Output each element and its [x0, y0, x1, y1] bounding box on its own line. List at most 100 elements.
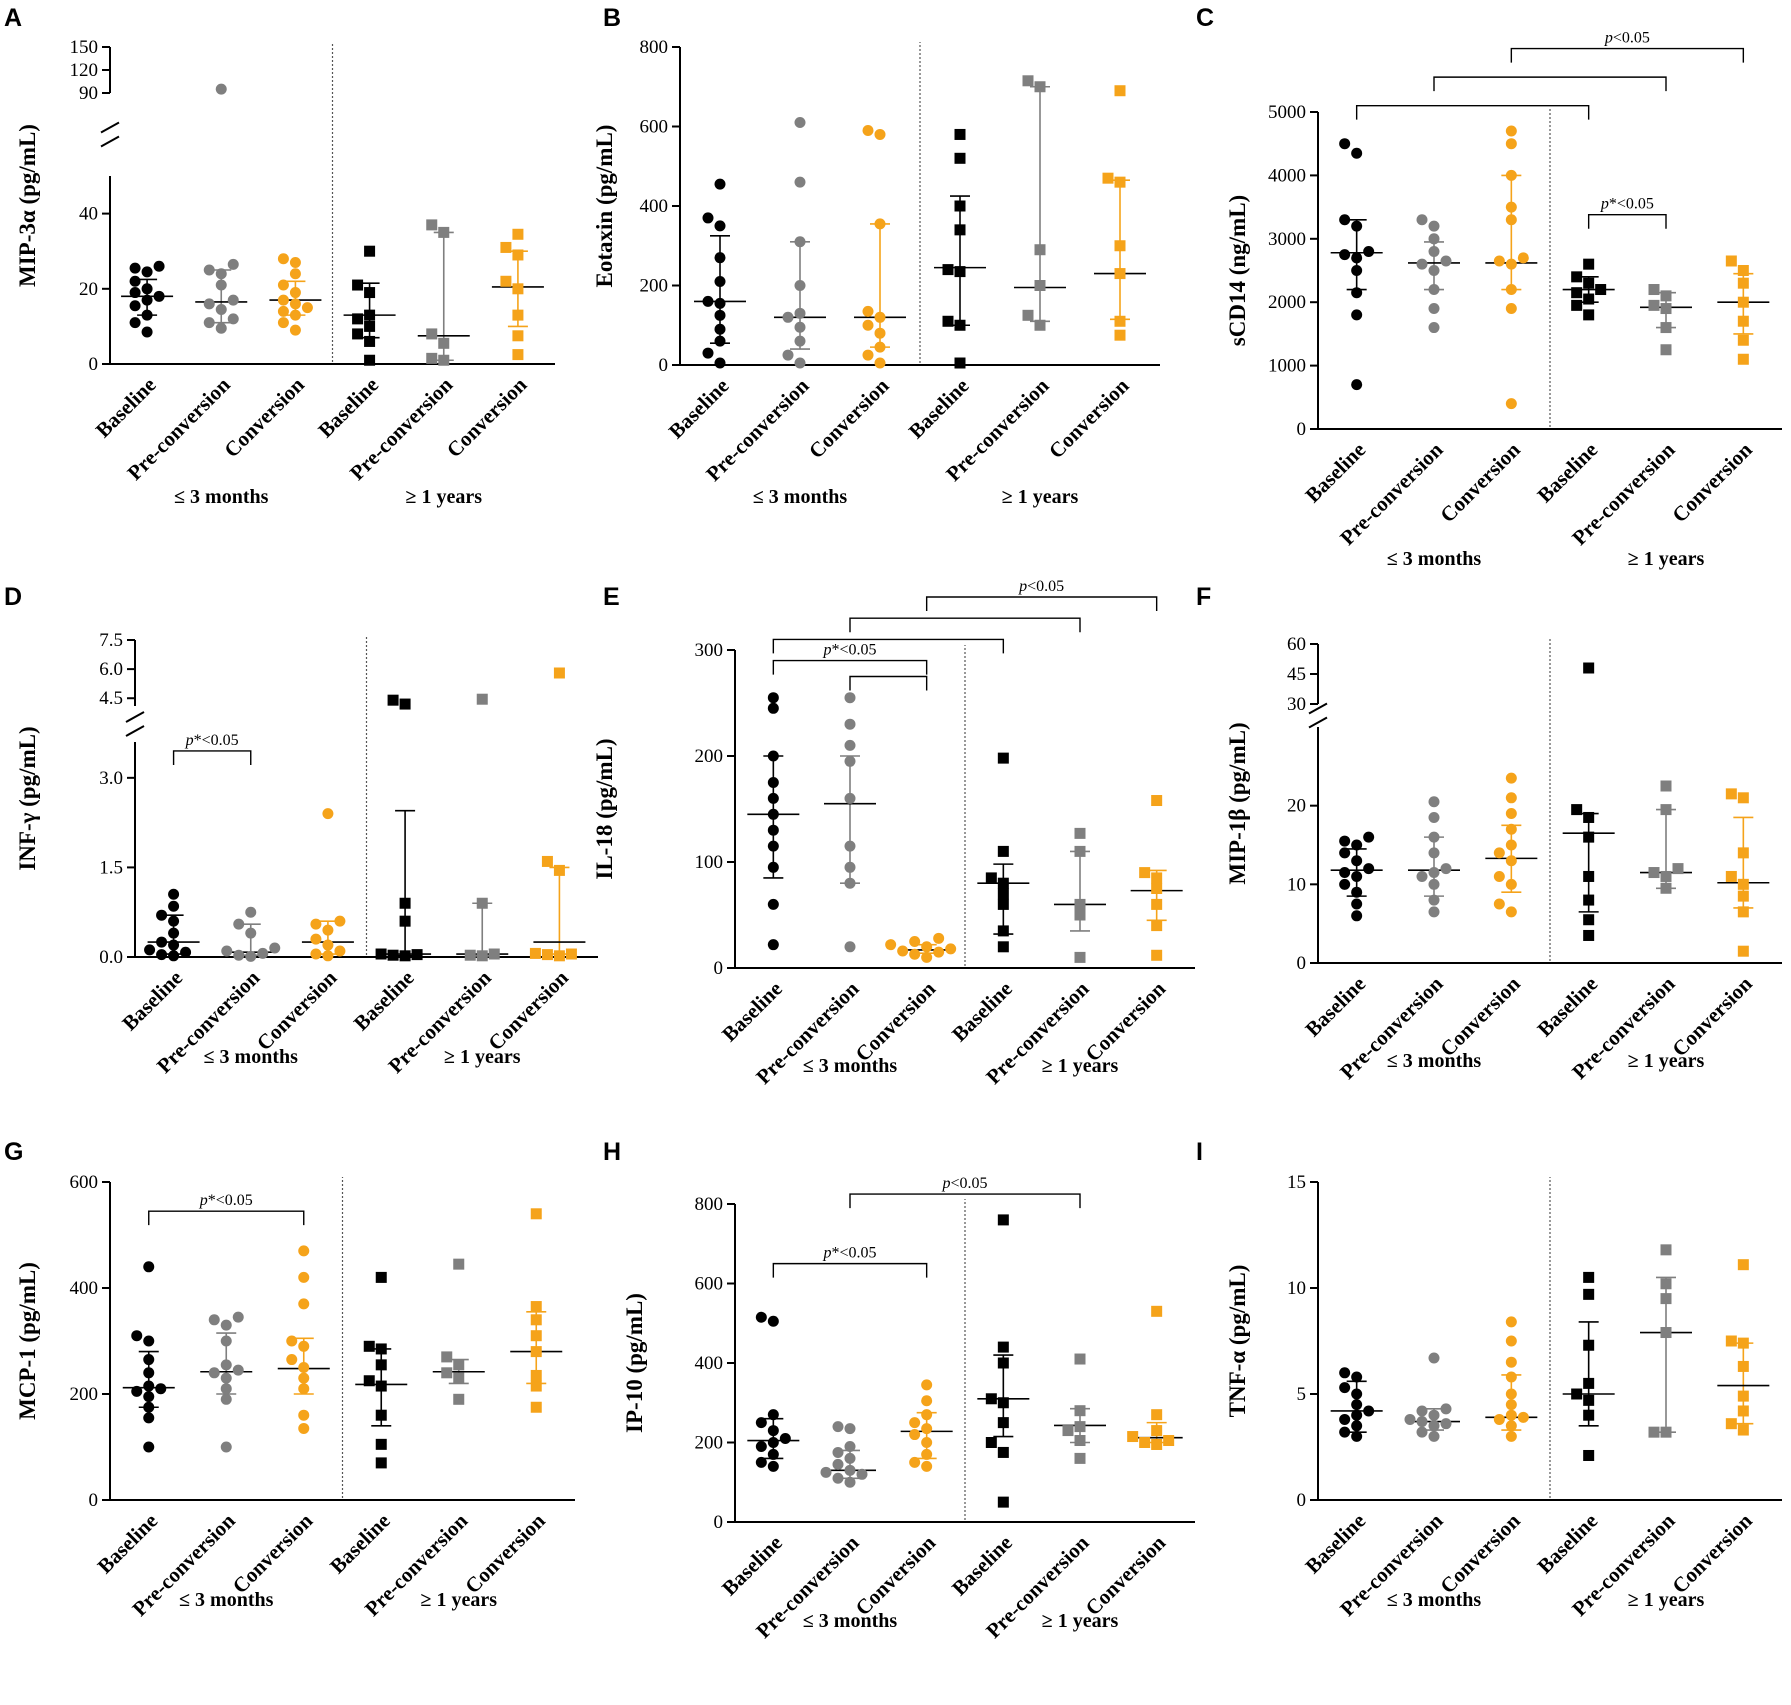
- data-point: [1428, 811, 1440, 823]
- data-point: [1363, 863, 1375, 875]
- data-point: [1151, 1305, 1163, 1317]
- data-point: [277, 294, 289, 306]
- data-point: [1725, 255, 1737, 267]
- significance-label: p<0.05: [941, 1175, 987, 1192]
- data-point: [1660, 882, 1672, 894]
- data-point: [1074, 845, 1086, 857]
- p-symbol: p: [1600, 196, 1609, 213]
- data-point: [1505, 398, 1517, 410]
- panel-letter: H: [603, 1138, 621, 1166]
- y-axis-label: sCD14 (ng/mL): [1225, 195, 1250, 346]
- data-point: [1151, 883, 1163, 894]
- data-point: [1583, 1394, 1595, 1406]
- axis-break-mark: [100, 135, 120, 148]
- data-point: [832, 1458, 844, 1470]
- data-point: [1725, 1335, 1737, 1347]
- y-tick-label: 600: [70, 1172, 99, 1193]
- data-point: [215, 322, 227, 334]
- x-category-label: Conversion: [851, 976, 941, 1066]
- group-label: ≥ 1 years: [1042, 1610, 1119, 1632]
- data-point: [1416, 870, 1428, 882]
- data-point: [1505, 792, 1517, 804]
- data-point: [232, 1311, 244, 1323]
- data-point: [997, 898, 1009, 910]
- data-point: [1351, 898, 1363, 910]
- axes: 0 200 400 600 800: [640, 37, 1160, 376]
- data-point: [141, 294, 153, 306]
- data-point: [322, 950, 334, 962]
- data-point: [933, 932, 945, 944]
- series-2: [269, 253, 322, 336]
- data-point: [1660, 1426, 1672, 1438]
- data-point: [1339, 1382, 1351, 1394]
- data-point: [1505, 258, 1517, 270]
- data-point: [233, 918, 245, 930]
- axis-break-mark: [1308, 702, 1328, 715]
- data-point: [512, 349, 524, 361]
- data-point: [301, 302, 313, 314]
- bracket-line: [925, 596, 1158, 611]
- data-point: [227, 313, 239, 325]
- series-4: [1054, 1353, 1106, 1464]
- y-tick-label: 2000: [1268, 292, 1306, 313]
- data-point: [500, 275, 512, 287]
- data-point: [129, 317, 141, 329]
- x-category-label: Conversion: [804, 373, 894, 463]
- data-point: [1737, 792, 1749, 804]
- series-4: [1054, 827, 1106, 963]
- data-point: [310, 933, 322, 945]
- data-point: [844, 840, 856, 852]
- data-point: [1493, 898, 1505, 910]
- series-1: [824, 692, 876, 953]
- p-symbol: p: [822, 642, 831, 659]
- data-point: [1074, 1405, 1086, 1417]
- data-point: [767, 808, 779, 820]
- data-point: [143, 1401, 155, 1413]
- data-point: [1151, 920, 1163, 932]
- group-label: ≥ 1 years: [420, 1589, 497, 1611]
- group-label: ≥ 1 years: [444, 1046, 521, 1068]
- data-point: [1583, 1339, 1595, 1351]
- series-4: [1640, 780, 1692, 894]
- data-point: [1505, 1399, 1517, 1411]
- data-point: [453, 1372, 465, 1384]
- data-point: [334, 945, 346, 957]
- data-point: [1648, 1426, 1660, 1438]
- series-3: [1562, 258, 1615, 321]
- data-point: [1351, 265, 1363, 276]
- data-point: [143, 1261, 155, 1273]
- data-point: [832, 1446, 844, 1458]
- x-category-label: Baseline: [1532, 438, 1602, 508]
- data-point: [453, 1359, 465, 1371]
- x-category-label: Conversion: [851, 1530, 941, 1620]
- data-point: [921, 1423, 933, 1435]
- data-point: [1660, 1278, 1672, 1290]
- data-point: [399, 897, 411, 909]
- p-threshold: *<0.05: [831, 1245, 876, 1262]
- data-point: [375, 1438, 387, 1450]
- y-tick-label: 3000: [1268, 229, 1306, 250]
- x-category-label: Conversion: [252, 965, 342, 1055]
- data-point: [387, 694, 399, 706]
- data-point: [767, 1409, 779, 1421]
- p-symbol: p: [1018, 578, 1027, 595]
- data-point: [1583, 831, 1595, 843]
- x-category-label: Baseline: [1532, 972, 1602, 1042]
- data-point: [1583, 1409, 1595, 1421]
- data-point: [1339, 138, 1351, 150]
- data-point: [399, 950, 411, 962]
- data-point: [1660, 780, 1672, 792]
- data-point: [143, 1335, 155, 1347]
- axis-break-mark: [100, 121, 120, 134]
- data-point: [779, 1433, 791, 1445]
- series-0: [122, 1261, 175, 1453]
- data-point: [168, 927, 180, 939]
- significance-bracket: [849, 617, 1081, 633]
- y-tick-label: 600: [640, 117, 669, 138]
- group-label: ≤ 3 months: [204, 1046, 299, 1068]
- data-point: [156, 936, 168, 948]
- axes: 0.0 1.5 3.0 4.5 6.0 7.5: [99, 630, 598, 968]
- data-point: [153, 290, 165, 302]
- data-point: [1505, 823, 1517, 835]
